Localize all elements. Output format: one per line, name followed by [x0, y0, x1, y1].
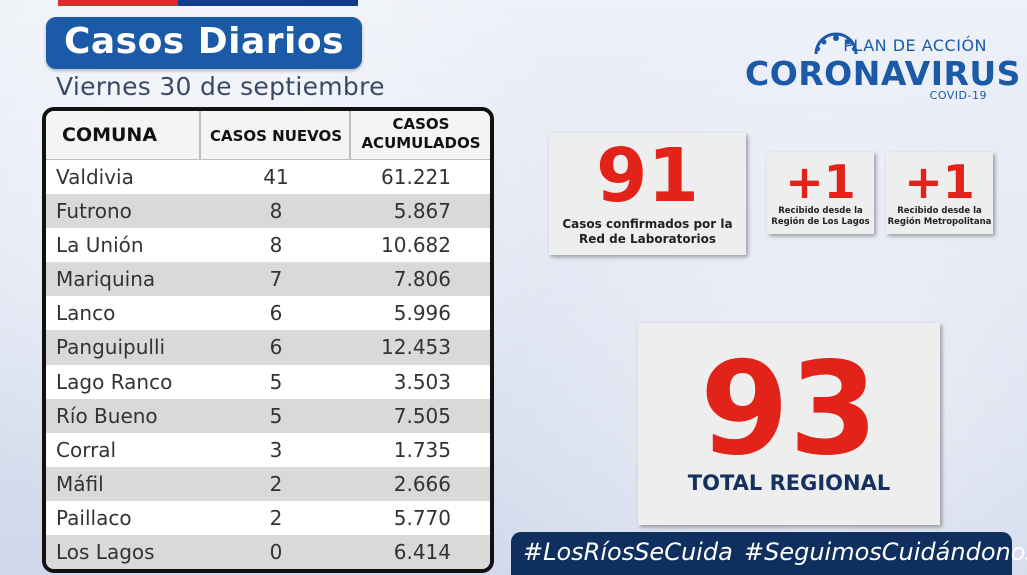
cell-casos-nuevos: 41	[263, 165, 289, 189]
cell-casos-nuevos: 5	[269, 403, 283, 428]
los-lagos-label: Recibido desde la Región de Los Lagos	[767, 206, 874, 228]
cell-casos-acumulados: 1.735	[393, 437, 451, 462]
lab-cases-label-line2: Red de Laboratorios	[578, 232, 717, 246]
cell-casos-acumulados: 5.770	[393, 505, 451, 530]
table-row: Lago Ranco 5 3.503	[46, 364, 490, 399]
cell-casos-acumulados: 3.503	[393, 369, 451, 394]
cell-casos-nuevos: 8	[269, 199, 283, 224]
table-row: Valdivia 41 61.221	[46, 160, 490, 195]
table-row: Mariquina 7 7.806	[46, 262, 490, 297]
cell-casos-nuevos: 2	[269, 471, 283, 496]
top-stripe	[58, 0, 358, 6]
lab-cases-label-line1: Casos confirmados por la	[562, 217, 733, 231]
cell-casos-acumulados: 10.682	[381, 233, 451, 258]
header-acumulados-line1: CASOS	[392, 115, 450, 133]
logo-plan-text: PLAN DE ACCIÓN	[843, 36, 987, 55]
logo-covid-text: COVID-19	[929, 89, 987, 102]
table-row: Panguipulli 6 12.453	[46, 330, 490, 365]
cell-casos-nuevos: 0	[269, 540, 283, 565]
cell-comuna: Máfil	[56, 471, 104, 496]
table-row: Máfil 2 2.666	[46, 466, 490, 501]
cell-comuna: Lago Ranco	[56, 369, 173, 394]
lab-cases-value: 91	[596, 133, 699, 219]
cell-casos-acumulados: 2.666	[393, 471, 451, 496]
cell-casos-acumulados: 12.453	[381, 335, 451, 360]
header-casos-nuevos: CASOS NUEVOS	[209, 127, 343, 145]
cell-casos-acumulados: 7.505	[393, 403, 451, 428]
cell-comuna: Futrono	[56, 199, 132, 224]
cell-casos-acumulados: 7.806	[393, 267, 451, 292]
total-regional-label: TOTAL REGIONAL	[687, 471, 891, 495]
cell-comuna: Río Bueno	[56, 403, 158, 428]
cell-comuna: Los Lagos	[56, 540, 155, 565]
table-row: Lanco 6 5.996	[46, 296, 490, 331]
table-header: COMUNA CASOS NUEVOS CASOS ACUMULADOS	[46, 111, 490, 161]
metropolitana-label-line2: Región Metropolitana	[887, 217, 992, 227]
los-lagos-label-line1: Recibido desde la	[778, 206, 863, 216]
hashtag-los-rios: #LosRíosSeCuida	[523, 538, 733, 566]
table-row: Futrono 8 5.867	[46, 194, 490, 229]
table-row: Río Bueno 5 7.505	[46, 398, 490, 433]
header-comuna: COMUNA	[62, 124, 158, 146]
header-acumulados-line2: ACUMULADOS	[361, 134, 481, 152]
date-subtitle: Viernes 30 de septiembre	[56, 72, 385, 101]
cell-casos-nuevos: 8	[269, 233, 283, 258]
cell-comuna: Valdivia	[56, 165, 134, 189]
cell-comuna: Panguipulli	[56, 335, 166, 360]
virus-icon	[814, 32, 858, 54]
cell-casos-nuevos: 7	[269, 267, 283, 292]
top-stripe-accent	[58, 0, 178, 6]
metropolitana-value: +1	[904, 155, 975, 209]
hashtag-seguimos: #SeguimosCuidándonos	[744, 538, 1027, 566]
table-body: Valdivia 41 61.221 Futrono 8 5.867 La Unión 8 10…	[46, 160, 490, 569]
lab-cases-label: Casos confirmados por la Red de Laborato…	[549, 217, 746, 247]
lab-cases-card: 91 Casos confirmados por la Red de Labor…	[549, 133, 746, 255]
los-lagos-label-line2: Región de Los Lagos	[771, 217, 870, 227]
cell-casos-nuevos: 6	[269, 335, 283, 360]
los-lagos-card: +1 Recibido desde la Región de Los Lagos	[767, 152, 874, 234]
table-row: La Unión 8 10.682	[46, 228, 490, 263]
coronavirus-logo: PLAN DE ACCIÓN CORONAVIRUS COVID-19	[740, 30, 1020, 110]
header-casos-acumulados: CASOS ACUMULADOS	[351, 115, 490, 153]
table-row: Corral 3 1.735	[46, 432, 490, 467]
cell-comuna: Paillaco	[56, 505, 132, 530]
cell-casos-nuevos: 6	[269, 301, 283, 326]
logo-main-text: CORONAVIRUS	[745, 54, 1021, 93]
cell-comuna: Mariquina	[56, 267, 156, 292]
total-regional-value: 93	[699, 335, 879, 484]
table-row: Los Lagos 0 6.414	[46, 535, 490, 569]
metropolitana-card: +1 Recibido desde la Región Metropolitan…	[886, 152, 993, 234]
cell-casos-nuevos: 2	[269, 505, 283, 530]
page-title: Casos Diarios	[63, 21, 345, 62]
cell-comuna: Lanco	[56, 301, 116, 326]
cell-comuna: La Unión	[56, 233, 144, 258]
cell-casos-acumulados: 61.221	[381, 165, 451, 189]
total-regional-card: 93 TOTAL REGIONAL	[638, 323, 940, 525]
cell-casos-acumulados: 5.996	[393, 301, 451, 326]
cases-table: COMUNA CASOS NUEVOS CASOS ACUMULADOS Val…	[42, 107, 494, 573]
cell-casos-acumulados: 6.414	[393, 540, 451, 565]
cell-comuna: Corral	[56, 437, 117, 462]
cell-casos-acumulados: 5.867	[393, 199, 451, 224]
table-row: Paillaco 2 5.770	[46, 500, 490, 536]
metropolitana-label: Recibido desde la Región Metropolitana	[886, 206, 993, 228]
los-lagos-value: +1	[785, 155, 856, 209]
hashtag-banner: #LosRíosSeCuida #SeguimosCuidándonos	[511, 532, 1027, 575]
metropolitana-label-line1: Recibido desde la	[897, 206, 982, 216]
cell-casos-nuevos: 3	[269, 437, 283, 462]
cell-casos-nuevos: 5	[269, 369, 283, 394]
title-banner: Casos Diarios	[46, 17, 362, 69]
